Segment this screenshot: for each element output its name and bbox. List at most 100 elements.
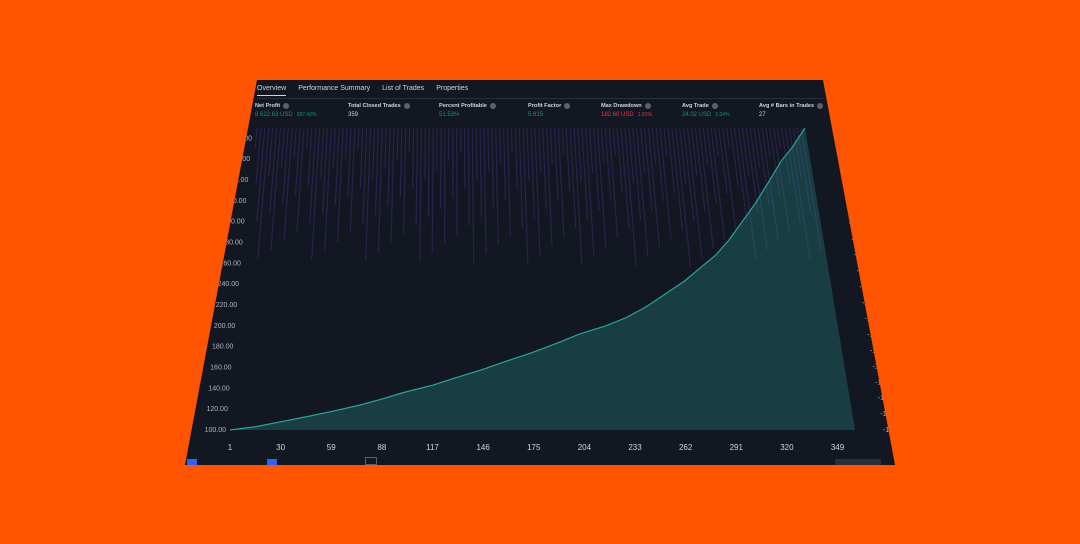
info-icon[interactable] bbox=[489, 103, 496, 109]
drawdown-bar bbox=[694, 127, 706, 213]
metric-value: 359 bbox=[348, 112, 359, 118]
tab-performance-summary[interactable]: Performance Summary bbox=[298, 85, 371, 92]
drawdown-bar bbox=[600, 127, 605, 165]
drawdown-bar bbox=[415, 127, 419, 226]
metric-percent-profitable: Percent Profitable 51.53% bbox=[439, 103, 496, 118]
y-right-tick-label: -1.30 bbox=[867, 332, 883, 339]
drawdown-bar bbox=[749, 127, 768, 251]
info-icon[interactable] bbox=[403, 103, 410, 109]
drawdown-bar bbox=[283, 127, 293, 242]
drawdown-bar bbox=[726, 127, 730, 149]
y-right-tick-label: -1.20 bbox=[865, 316, 881, 323]
y-left-tick-label: 320.00 bbox=[225, 198, 247, 205]
drawdown-bar bbox=[467, 127, 470, 227]
y-right-tick-label: -1.00 bbox=[859, 284, 875, 291]
y-right-tick-label: -1.70 bbox=[878, 395, 894, 402]
info-icon[interactable] bbox=[644, 103, 651, 109]
drawdown-bar bbox=[349, 127, 356, 234]
y-right-tick-label: -0.30 bbox=[841, 173, 857, 180]
drawdown-bar bbox=[593, 127, 600, 211]
y-right-tick-label: -0.90 bbox=[857, 268, 873, 275]
tab-properties[interactable]: Properties bbox=[436, 85, 469, 92]
drawdown-bar bbox=[307, 127, 313, 187]
drawdown-bar bbox=[542, 127, 547, 210]
y-left-tick-label: 340.00 bbox=[227, 177, 249, 184]
drawdown-bar bbox=[655, 127, 664, 203]
drawdown-bar bbox=[403, 127, 407, 235]
equity-toggle-checkbox[interactable] bbox=[187, 459, 197, 465]
drawdown-bar bbox=[690, 127, 698, 176]
drawdown-bar bbox=[309, 127, 317, 224]
drawdown-bar bbox=[765, 127, 771, 159]
drawdown-bar bbox=[424, 127, 426, 180]
metric-label: Avg # Bars in Trades bbox=[759, 103, 815, 109]
drawdown-bar bbox=[698, 127, 714, 250]
drawdown-bar bbox=[269, 127, 278, 214]
drawdown-bar bbox=[604, 127, 612, 202]
tab-bar: Overview Performance Summary List of Tra… bbox=[257, 85, 468, 96]
info-icon[interactable] bbox=[817, 103, 824, 109]
y-right-tick-label: -0.50 bbox=[846, 204, 862, 211]
y-left-tick-label: 260.00 bbox=[219, 260, 241, 267]
metric-avg-trade: Avg Trade 24.02 USD 1.04% bbox=[682, 103, 730, 118]
drawdown-bar bbox=[569, 127, 577, 229]
drawdown-bar bbox=[491, 127, 495, 209]
info-icon[interactable] bbox=[283, 103, 290, 109]
metric-value: 182.60 USD 1.91% bbox=[601, 112, 652, 118]
drawdown-bar bbox=[777, 127, 782, 150]
y-right-tick-label: -0.40 bbox=[844, 189, 860, 196]
drawdown-bar bbox=[757, 127, 770, 205]
drawdown-bar bbox=[612, 127, 616, 156]
drawdown-bar bbox=[332, 127, 336, 169]
drawdown-bar bbox=[780, 127, 792, 187]
drawdown-bar bbox=[788, 127, 811, 261]
scale-toggle-button[interactable] bbox=[835, 459, 881, 465]
drawdown-bar bbox=[499, 127, 502, 163]
metric-label: Profit Factor bbox=[528, 103, 562, 109]
drawdown-bar bbox=[475, 127, 478, 181]
y-left-tick-label: 200.00 bbox=[214, 323, 236, 330]
drawdown-bar bbox=[773, 127, 790, 233]
drawdown-bar bbox=[675, 127, 692, 268]
drawdown-bar bbox=[671, 127, 684, 231]
info-icon[interactable] bbox=[564, 103, 571, 109]
drawdown-bar bbox=[616, 127, 623, 193]
info-icon[interactable] bbox=[711, 103, 718, 109]
drawdown-bar bbox=[357, 127, 360, 151]
y-left-tick-label: 280.00 bbox=[221, 240, 243, 247]
drawdown-bar bbox=[640, 127, 646, 175]
x-tick-label: 1 bbox=[228, 443, 233, 452]
drawdown-bar bbox=[722, 127, 737, 232]
drawdown-bar bbox=[667, 127, 676, 194]
drawdown-bar bbox=[538, 127, 542, 173]
drawdown-bar bbox=[608, 127, 619, 239]
drawdown-bar bbox=[546, 127, 553, 247]
drawdown-bar bbox=[733, 127, 748, 223]
metric-label: Total Closed Trades bbox=[348, 103, 401, 109]
drawdown-bar bbox=[324, 127, 332, 252]
buy-hold-toggle-checkbox[interactable] bbox=[365, 457, 377, 465]
drawdown-toggle-checkbox[interactable] bbox=[267, 459, 277, 465]
drawdown-bar bbox=[280, 127, 285, 168]
drawdown-bar bbox=[503, 127, 506, 200]
drawdown-bar bbox=[549, 127, 553, 164]
tab-overview[interactable]: Overview bbox=[257, 85, 287, 96]
drawdown-bar bbox=[573, 127, 583, 266]
drawdown-bar bbox=[686, 127, 703, 259]
drawdown-bar bbox=[706, 127, 717, 204]
metric-profit-factor: Profit Factor 5.615 bbox=[528, 103, 571, 118]
x-tick-label: 233 bbox=[628, 443, 642, 452]
tab-list-of-trades[interactable]: List of Trades bbox=[382, 85, 425, 92]
drawdown-bar bbox=[377, 127, 383, 253]
x-tick-label: 175 bbox=[527, 443, 541, 452]
drawdown-bar bbox=[365, 127, 372, 262]
equity-chart[interactable]: 100.00 120.00 140.00 160.00 180.00 200.00 220.… bbox=[185, 80, 895, 465]
drawdown-bar bbox=[526, 127, 530, 182]
drawdown-bar bbox=[390, 127, 395, 244]
metric-value: 8 622.63 USD 287.42% bbox=[255, 112, 317, 118]
drawdown-bar bbox=[624, 127, 637, 267]
y-left-tick-label: 140.00 bbox=[208, 385, 230, 392]
x-tick-label: 30 bbox=[276, 443, 285, 452]
metric-percent: 287.42% bbox=[296, 112, 317, 118]
x-tick-label: 146 bbox=[476, 443, 490, 452]
